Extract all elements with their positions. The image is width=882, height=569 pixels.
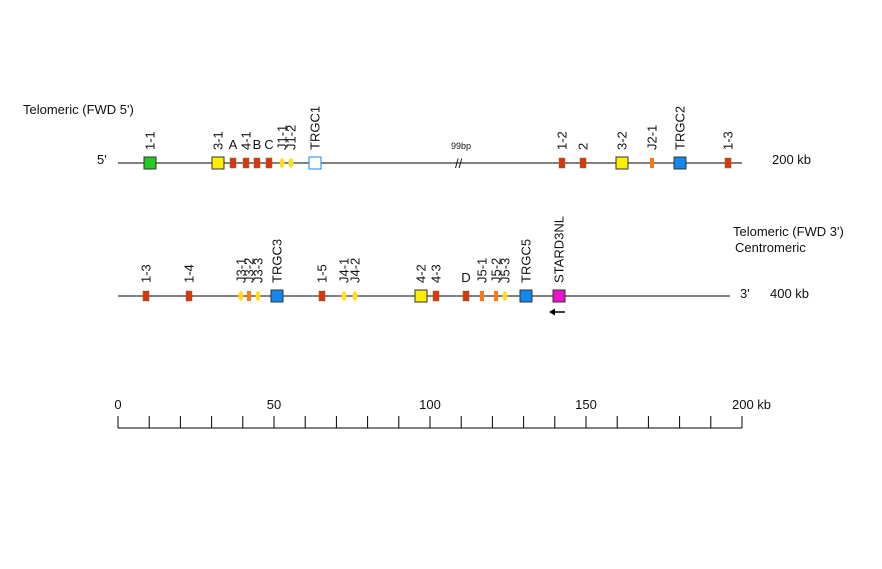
j-segment bbox=[480, 291, 484, 301]
gene-label: J3-3 bbox=[251, 258, 266, 283]
gene-label: B bbox=[253, 137, 262, 152]
j-segment bbox=[255, 291, 261, 301]
gene-box bbox=[519, 289, 533, 303]
row2-end-mark: 3' bbox=[740, 286, 750, 301]
gene-label: J4-2 bbox=[348, 258, 363, 283]
gene-label: J1-1 bbox=[275, 125, 290, 150]
gene-segment bbox=[579, 157, 587, 169]
gap-note: 99bp bbox=[451, 141, 471, 151]
j-segment bbox=[494, 291, 498, 301]
gene-label: A bbox=[229, 137, 238, 152]
row1-end-left: 5' bbox=[97, 152, 107, 167]
gene-label: 4-3 bbox=[429, 264, 444, 283]
j-segment bbox=[352, 291, 358, 301]
gene-label: J3-1 bbox=[234, 258, 249, 283]
gene-label: 2 bbox=[576, 143, 591, 150]
gene-segment bbox=[229, 157, 237, 169]
gene-label: 1-3 bbox=[721, 131, 736, 150]
gene-label: TRGC1 bbox=[308, 106, 323, 150]
scale-label: 50 bbox=[267, 397, 281, 412]
j-segment bbox=[341, 291, 347, 301]
gene-label: J3-2 bbox=[242, 258, 257, 283]
gene-segment bbox=[242, 157, 250, 169]
j-segment bbox=[502, 291, 508, 301]
gene-label: 1-4 bbox=[182, 264, 197, 283]
gene-label: TRGC3 bbox=[270, 239, 285, 283]
gene-segment bbox=[142, 290, 150, 302]
gene-label: 1-2 bbox=[555, 131, 570, 150]
gene-segment bbox=[265, 157, 273, 169]
row1-end-right: 200 kb bbox=[772, 152, 811, 167]
gene-box bbox=[673, 156, 687, 170]
gene-label: J1-2 bbox=[284, 125, 299, 150]
gene-box bbox=[143, 156, 157, 170]
gene-label: STARD3NL bbox=[552, 216, 567, 283]
gene-label: D bbox=[461, 270, 470, 285]
gene-label: J5-1 bbox=[475, 258, 490, 283]
gene-label: J2-1 bbox=[645, 125, 660, 150]
gene-segment bbox=[724, 157, 732, 169]
gene-label: C bbox=[264, 137, 273, 152]
gene-segment bbox=[253, 157, 261, 169]
gene-box bbox=[552, 289, 566, 303]
gene-label: 1-3 bbox=[139, 264, 154, 283]
j-segment bbox=[238, 291, 244, 301]
gene-segment bbox=[558, 157, 566, 169]
j-segment bbox=[247, 291, 251, 301]
gene-segment bbox=[318, 290, 326, 302]
scale-label: 100 bbox=[419, 397, 441, 412]
row2-end-right: 400 kb bbox=[770, 286, 809, 301]
gene-label: 1-5 bbox=[315, 264, 330, 283]
break-mark: // bbox=[455, 156, 463, 171]
gene-box bbox=[211, 156, 225, 170]
gene-box bbox=[270, 289, 284, 303]
gene-box bbox=[414, 289, 428, 303]
gene-segment bbox=[185, 290, 193, 302]
j-segment bbox=[279, 158, 285, 168]
gene-label: J5-2 bbox=[489, 258, 504, 283]
gene-segment bbox=[462, 290, 470, 302]
gene-label: 3-2 bbox=[615, 131, 630, 150]
gene-box bbox=[308, 156, 322, 170]
scale-label: 0 bbox=[114, 397, 121, 412]
gene-box bbox=[615, 156, 629, 170]
j-segment bbox=[650, 158, 654, 168]
j-segment bbox=[288, 158, 294, 168]
gene-label: 4-1 bbox=[239, 131, 254, 150]
gene-label: 1-1 bbox=[143, 131, 158, 150]
gene-label: TRGC5 bbox=[519, 239, 534, 283]
scale-label: 200 kb bbox=[732, 397, 771, 412]
gene-segment bbox=[432, 290, 440, 302]
gene-label: TRGC2 bbox=[673, 106, 688, 150]
scale-label: 150 bbox=[575, 397, 597, 412]
gene-label: J5-3 bbox=[498, 258, 513, 283]
gene-label: 3-1 bbox=[211, 131, 226, 150]
arrow-head bbox=[549, 308, 555, 316]
gene-label: 4-2 bbox=[414, 264, 429, 283]
row2-heading: Telomeric (FWD 3') bbox=[733, 224, 844, 239]
row2-subheading: Centromeric bbox=[735, 240, 806, 255]
row1-heading: Telomeric (FWD 5') bbox=[23, 102, 134, 117]
gene-label: J4-1 bbox=[337, 258, 352, 283]
